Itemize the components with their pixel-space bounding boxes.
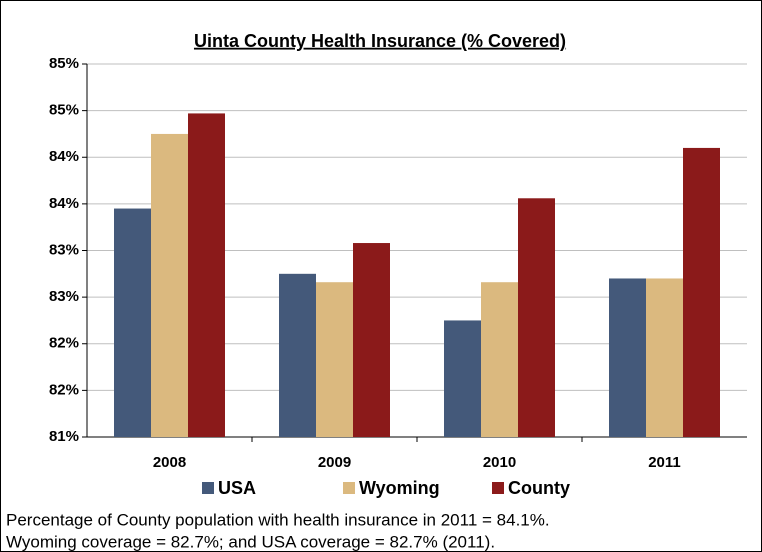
- x-tick-label: 2011: [648, 454, 681, 471]
- y-tick-label: 85%: [49, 55, 79, 72]
- bar: [444, 320, 481, 437]
- y-tick-label: 83%: [49, 288, 79, 305]
- y-tick-label: 85%: [49, 102, 79, 119]
- bar: [279, 273, 316, 437]
- bar: [518, 198, 555, 437]
- legend-label: USA: [218, 478, 256, 498]
- y-tick-label: 81%: [49, 428, 79, 445]
- bar: [609, 278, 646, 437]
- legend-label: County: [508, 478, 570, 498]
- bar: [114, 208, 151, 437]
- bar: [481, 282, 518, 437]
- note: Wyoming coverage = 82.7%; and USA covera…: [6, 532, 495, 551]
- x-tick-label: 2008: [153, 454, 186, 471]
- legend-label: Wyoming: [359, 478, 440, 498]
- chart-title: Uinta County Health Insurance (% Covered…: [194, 31, 566, 51]
- legend-swatch: [343, 482, 355, 494]
- bar: [683, 147, 720, 438]
- bar: [188, 113, 225, 438]
- y-tick-label: 82%: [49, 335, 79, 352]
- y-tick-label: 84%: [49, 195, 79, 212]
- y-tick-label: 83%: [49, 241, 79, 258]
- bar: [151, 133, 188, 437]
- bar: [353, 243, 390, 437]
- x-tick-label: 2009: [318, 454, 351, 471]
- x-tick-label: 2010: [483, 454, 516, 471]
- y-tick-label: 84%: [49, 148, 79, 165]
- bar: [316, 282, 353, 437]
- bar: [646, 278, 683, 437]
- y-tick-label: 82%: [49, 381, 79, 398]
- legend-swatch: [492, 482, 504, 494]
- note: Percentage of County population with hea…: [6, 510, 550, 529]
- legend-swatch: [202, 482, 214, 494]
